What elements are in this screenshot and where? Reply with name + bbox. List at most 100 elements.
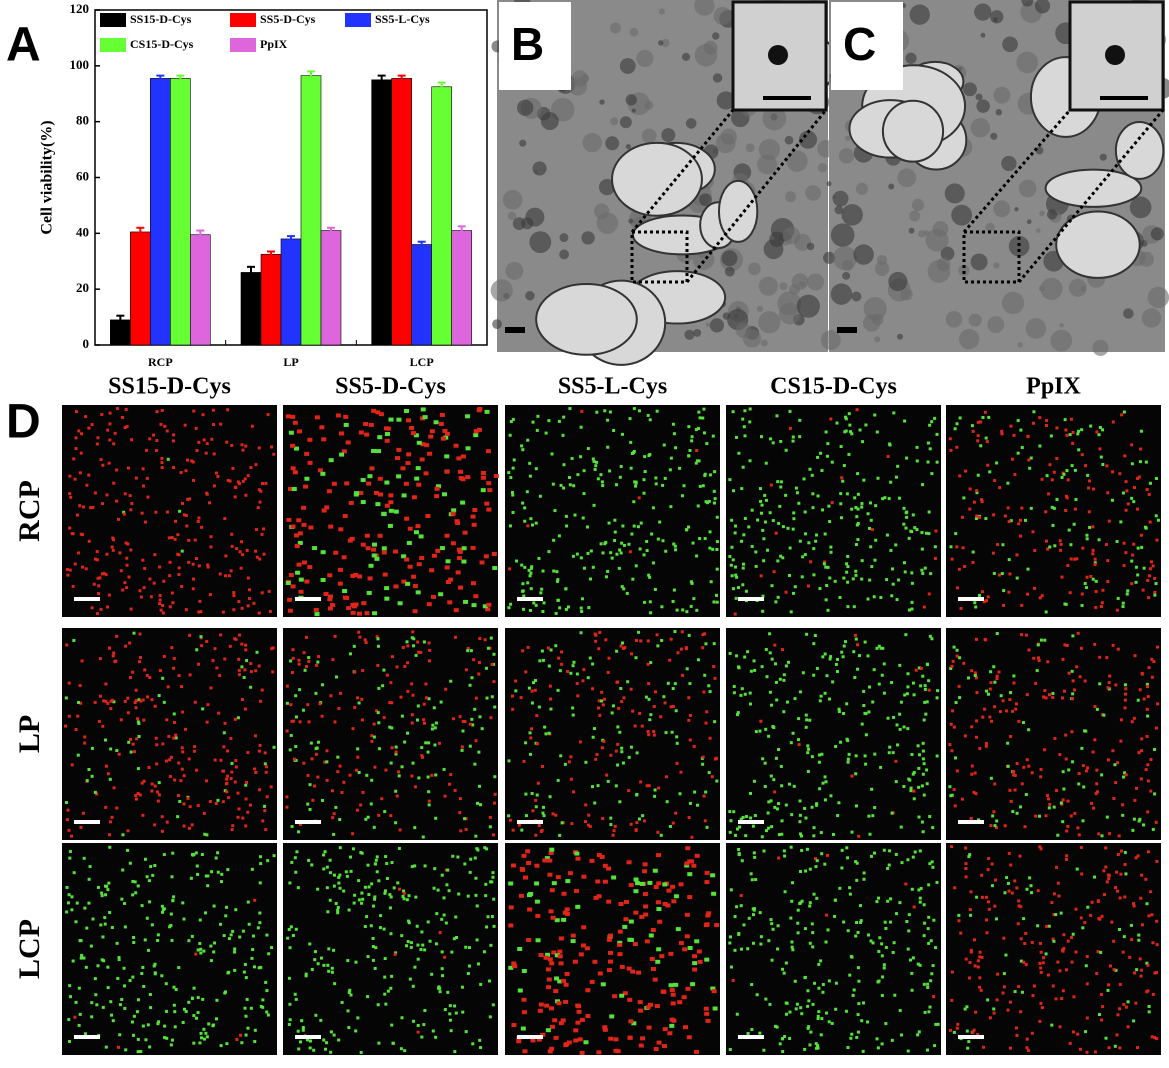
column-label: PpIX: [1026, 374, 1081, 400]
cell-dot: [814, 540, 817, 543]
cell-dot: [917, 767, 920, 770]
cell-dot: [903, 561, 906, 564]
cell-dot: [767, 811, 770, 814]
cell-dot: [1025, 963, 1028, 966]
cell-dot: [443, 896, 446, 899]
cell-dot: [1122, 951, 1125, 954]
cell-dot: [479, 803, 482, 806]
cell-dot: [461, 986, 464, 989]
cell-dot: [150, 790, 153, 793]
cell-dot: [291, 525, 296, 529]
cell-dot: [287, 598, 292, 602]
cell-dot: [376, 870, 379, 873]
cell-dot: [829, 794, 832, 797]
cell-dot: [742, 533, 745, 536]
cell-dot: [659, 715, 662, 718]
cell-dot: [965, 875, 968, 878]
cell-dot: [753, 780, 756, 783]
cell-dot: [656, 831, 659, 834]
cell-dot: [1009, 863, 1012, 866]
legend-swatch: [230, 13, 256, 27]
cell-dot: [772, 519, 775, 522]
cell-dot: [232, 594, 235, 597]
cell-dot: [467, 972, 470, 975]
cell-dot: [144, 858, 147, 861]
cell-dot: [1080, 428, 1083, 431]
cell-dot: [1070, 730, 1073, 733]
cell-dot: [77, 701, 80, 704]
cell-dot: [760, 574, 763, 577]
cell-dot: [1039, 775, 1042, 778]
cell-dot: [316, 776, 319, 779]
cell-dot: [766, 675, 769, 678]
cell-dot: [539, 591, 542, 594]
cell-dot: [157, 1020, 160, 1023]
cell-dot: [99, 695, 102, 698]
cell-dot: [237, 658, 240, 661]
cell-dot: [443, 914, 446, 917]
cell-dot: [339, 453, 344, 457]
cell-dot: [639, 639, 642, 642]
cell-dot: [1117, 597, 1120, 600]
cell-dot: [979, 444, 982, 447]
cell-dot: [855, 638, 858, 641]
cell-dot: [834, 745, 837, 748]
cell-dot: [367, 591, 372, 595]
cell-dot: [736, 1013, 739, 1016]
cell-dot: [753, 659, 756, 662]
cell-dot: [748, 917, 751, 920]
cell-dot: [365, 915, 368, 918]
cell-dot: [895, 476, 898, 479]
cell-dot: [1030, 891, 1033, 894]
cell-dot: [1009, 425, 1012, 428]
tem-texture: [1123, 308, 1133, 318]
cell-dot: [331, 658, 334, 661]
cell-dot: [877, 897, 880, 900]
cell-dot: [1074, 469, 1077, 472]
cell-dot: [604, 541, 607, 544]
cell-dot: [776, 807, 779, 810]
cell-dot: [930, 472, 933, 475]
cell-dot: [609, 410, 612, 413]
cell-dot: [826, 442, 829, 445]
cell-dot: [68, 527, 71, 530]
cell-dot: [874, 504, 877, 507]
cell-dot: [353, 645, 356, 648]
cell-dot: [557, 657, 560, 660]
cell-dot: [530, 587, 533, 590]
tem-texture: [831, 283, 852, 304]
cell-dot: [246, 1027, 249, 1030]
cell-dot: [1155, 514, 1158, 517]
cell-dot: [856, 668, 859, 671]
cell-dot: [714, 497, 717, 500]
cell-dot: [546, 1028, 551, 1032]
cell-dot: [628, 756, 631, 759]
cell-dot: [814, 634, 817, 637]
cell-dot: [1142, 589, 1145, 592]
cell-dot: [654, 477, 657, 480]
cell-dot: [905, 516, 908, 519]
cell-dot: [660, 639, 663, 642]
cell-dot: [1019, 1010, 1022, 1013]
cell-dot: [1008, 789, 1011, 792]
cell-dot: [209, 800, 212, 803]
cell-dot: [907, 778, 910, 781]
tem-texture: [971, 253, 988, 270]
cell-dot: [1016, 762, 1019, 765]
cell-dot: [996, 543, 999, 546]
cell-dot: [906, 685, 909, 688]
cell-dot: [65, 643, 68, 646]
cell-dot: [962, 662, 965, 665]
cell-dot: [649, 611, 652, 614]
cell-dot: [927, 1010, 930, 1013]
cell-dot: [181, 750, 184, 753]
cell-dot: [79, 1013, 82, 1016]
cell-dot: [477, 751, 480, 754]
cell-dot: [1014, 708, 1017, 711]
cell-dot: [953, 788, 956, 791]
cell-dot: [687, 872, 692, 876]
cell-dot: [888, 497, 891, 500]
cell-dot: [707, 684, 710, 687]
cell-dot: [123, 581, 126, 584]
cell-dot: [358, 898, 361, 901]
